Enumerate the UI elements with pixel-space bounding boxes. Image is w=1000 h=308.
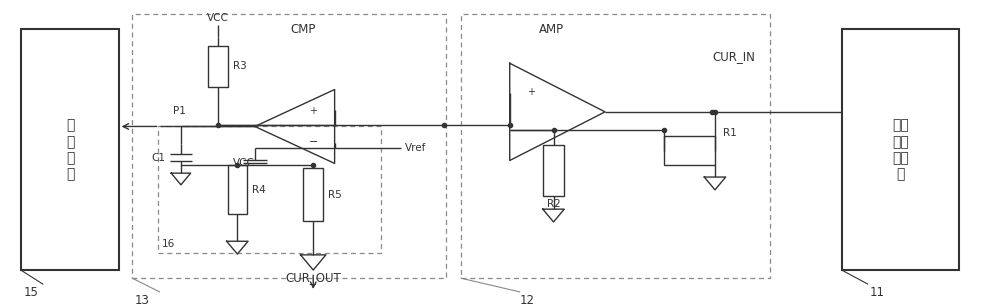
Text: VCC: VCC [207, 13, 229, 22]
Text: P1: P1 [173, 106, 186, 116]
Text: −: − [526, 126, 536, 136]
Text: CUR_OUT: CUR_OUT [285, 271, 341, 284]
Text: R1: R1 [723, 128, 737, 138]
Text: C1: C1 [151, 152, 165, 163]
Bar [664, 136, 715, 165]
Text: R3: R3 [233, 61, 247, 71]
Text: R2: R2 [547, 199, 560, 209]
Text: 13: 13 [134, 294, 149, 307]
Text: +: + [309, 106, 317, 116]
Text: R5: R5 [328, 189, 342, 200]
Text: R4: R4 [252, 185, 266, 195]
Bar [21, 29, 119, 270]
Text: 驱
动
单
元: 驱 动 单 元 [66, 119, 74, 181]
Text: 15: 15 [23, 286, 38, 299]
Text: 11: 11 [870, 286, 885, 299]
Text: AMP: AMP [539, 23, 564, 36]
Text: CUR_IN: CUR_IN [712, 50, 755, 63]
Bar [158, 127, 381, 253]
Text: VCC: VCC [232, 158, 254, 168]
Text: 电流
信号
接收
端: 电流 信号 接收 端 [892, 119, 909, 181]
Bar [543, 145, 564, 196]
Text: −: − [309, 137, 318, 147]
Bar [842, 29, 959, 270]
Text: +: + [527, 87, 535, 97]
Text: CMP: CMP [291, 23, 316, 36]
Text: 16: 16 [161, 239, 175, 249]
Bar [208, 46, 228, 87]
Bar [303, 168, 323, 221]
Text: 12: 12 [519, 294, 534, 307]
Bar [132, 14, 446, 278]
Bar [461, 14, 770, 278]
Text: Vref: Vref [405, 143, 426, 153]
Bar [228, 165, 247, 214]
